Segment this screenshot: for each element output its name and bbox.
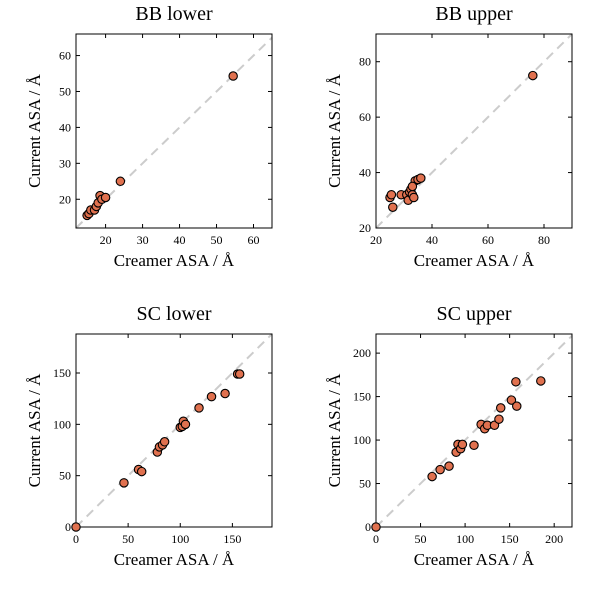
point xyxy=(136,466,147,477)
x-tick-label: 40 xyxy=(426,233,438,247)
x-tick-label: 100 xyxy=(456,532,474,546)
y-tick-label: 40 xyxy=(359,166,371,180)
x-tick-label: 80 xyxy=(538,233,550,247)
y-tick-label: 50 xyxy=(59,469,71,483)
x-axis-label: Creamer ASA / Å xyxy=(114,550,235,569)
point xyxy=(435,464,445,475)
point xyxy=(511,377,521,387)
point xyxy=(71,522,81,532)
y-tick-label: 50 xyxy=(59,84,71,98)
y-tick-label: 50 xyxy=(359,477,371,491)
point xyxy=(220,388,230,399)
point xyxy=(159,437,170,447)
subplot-title: BB upper xyxy=(435,3,513,25)
x-tick-label: 50 xyxy=(415,532,427,546)
x-tick-label: 60 xyxy=(482,233,494,247)
x-axis-label: Creamer ASA / Å xyxy=(414,251,535,270)
point xyxy=(457,439,468,450)
x-tick-label: 20 xyxy=(100,233,112,247)
point xyxy=(100,192,111,203)
point xyxy=(506,395,517,405)
x-tick-label: 20 xyxy=(370,233,382,247)
subplot-title: SC upper xyxy=(437,303,512,325)
axes-frame xyxy=(75,333,273,528)
y-tick-label: 0 xyxy=(365,520,371,534)
identity-line xyxy=(375,335,573,528)
point xyxy=(388,202,398,212)
x-tick-label: 150 xyxy=(501,532,519,546)
axes-frame xyxy=(75,33,273,229)
x-tick-label: 150 xyxy=(223,532,241,546)
y-tick-label: 60 xyxy=(359,110,371,124)
axes-frame xyxy=(375,33,573,229)
y-tick-label: 100 xyxy=(53,417,71,431)
point xyxy=(469,440,479,451)
axes-frame xyxy=(375,333,573,528)
point xyxy=(494,414,504,424)
x-tick-label: 50 xyxy=(122,532,134,546)
identity-line xyxy=(75,333,273,528)
x-tick-label: 30 xyxy=(137,233,149,247)
y-tick-label: 20 xyxy=(359,221,371,235)
y-tick-label: 0 xyxy=(65,520,71,534)
point xyxy=(444,461,454,471)
point xyxy=(416,173,426,183)
y-tick-label: 150 xyxy=(353,390,371,404)
x-tick-label: 60 xyxy=(248,233,260,247)
x-tick-label: 50 xyxy=(211,233,223,247)
y-tick-label: 40 xyxy=(59,120,71,134)
y-tick-label: 200 xyxy=(353,346,371,360)
point xyxy=(512,401,522,411)
point xyxy=(234,369,245,379)
subplot-title: SC lower xyxy=(137,303,212,325)
y-tick-label: 60 xyxy=(59,49,71,63)
point xyxy=(119,478,129,488)
point xyxy=(528,70,538,81)
x-axis-label: Creamer ASA / Å xyxy=(414,550,535,569)
point xyxy=(194,403,204,413)
x-tick-label: 0 xyxy=(373,532,379,546)
point xyxy=(386,189,397,200)
x-tick-label: 0 xyxy=(73,532,79,546)
y-tick-label: 150 xyxy=(53,366,71,380)
y-tick-label: 30 xyxy=(59,156,71,170)
point xyxy=(427,471,437,482)
y-axis-label: Current ASA / Å xyxy=(25,73,44,188)
point xyxy=(536,376,546,386)
point xyxy=(228,71,238,81)
subplot-title: BB lower xyxy=(135,3,213,25)
x-tick-label: 100 xyxy=(171,532,189,546)
y-tick-label: 20 xyxy=(59,192,71,206)
point xyxy=(115,176,126,187)
y-tick-label: 80 xyxy=(359,55,371,69)
point xyxy=(407,181,418,192)
point xyxy=(180,419,191,430)
point xyxy=(495,403,506,413)
point xyxy=(206,391,217,402)
y-axis-label: Current ASA / Å xyxy=(325,73,344,188)
x-tick-label: 200 xyxy=(545,532,563,546)
y-axis-label: Current ASA / Å xyxy=(325,373,344,488)
x-axis-label: Creamer ASA / Å xyxy=(114,251,235,270)
y-axis-label: Current ASA / Å xyxy=(25,373,44,488)
point xyxy=(409,192,419,203)
y-tick-label: 100 xyxy=(353,433,371,447)
x-tick-label: 40 xyxy=(174,233,186,247)
point xyxy=(371,522,381,532)
